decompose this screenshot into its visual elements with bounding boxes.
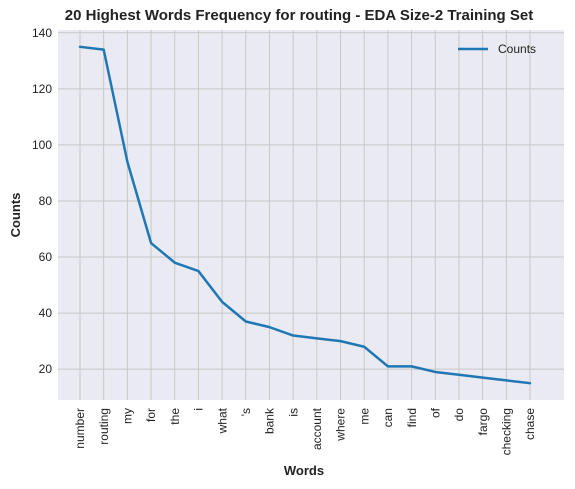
- x-axis-label: Words: [284, 463, 324, 478]
- x-tick-label: my: [121, 408, 135, 424]
- x-tick-label: i: [192, 408, 206, 411]
- x-tick-label: can: [381, 408, 395, 427]
- chart-title: 20 Highest Words Frequency for routing -…: [65, 7, 533, 24]
- y-tick-label: 100: [32, 138, 52, 152]
- x-tick-label: me: [357, 408, 371, 425]
- x-tick-label: is: [286, 408, 300, 417]
- x-tick-label: bank: [263, 407, 277, 434]
- x-tick-label: of: [428, 407, 442, 418]
- x-tick-label: find: [405, 408, 419, 427]
- x-tick-label: routing: [97, 408, 111, 445]
- series-line-counts: [78, 45, 532, 385]
- x-tick-label: the: [168, 408, 182, 425]
- legend: Counts: [458, 42, 536, 56]
- y-tick-label: 40: [39, 306, 53, 320]
- x-tick-label: where: [334, 408, 348, 442]
- x-tick-label: 's: [239, 408, 253, 416]
- x-tick-label: chase: [523, 408, 537, 440]
- y-tick-label: 140: [32, 26, 52, 40]
- x-tick-label: number: [73, 408, 87, 449]
- y-tick-layer: 20 40 60 80 100 120 140: [32, 26, 52, 376]
- y-tick-label: 60: [39, 250, 53, 264]
- x-tick-label: do: [452, 408, 466, 422]
- x-tick-layer: number routing my for the i what 's bank is accoun…: [73, 407, 537, 455]
- plot-area: [58, 30, 564, 400]
- x-tick-label: for: [144, 408, 158, 422]
- y-axis-label: Counts: [8, 193, 23, 238]
- legend-label: Counts: [498, 42, 536, 56]
- x-tick-label: checking: [500, 408, 514, 455]
- x-tick-label: fargo: [476, 408, 490, 436]
- y-tick-label: 120: [32, 82, 52, 96]
- y-tick-label: 80: [39, 194, 53, 208]
- x-tick-label: what: [215, 407, 229, 434]
- series-layer: [78, 45, 532, 385]
- y-tick-label: 20: [39, 362, 53, 376]
- x-tick-label: account: [310, 407, 324, 450]
